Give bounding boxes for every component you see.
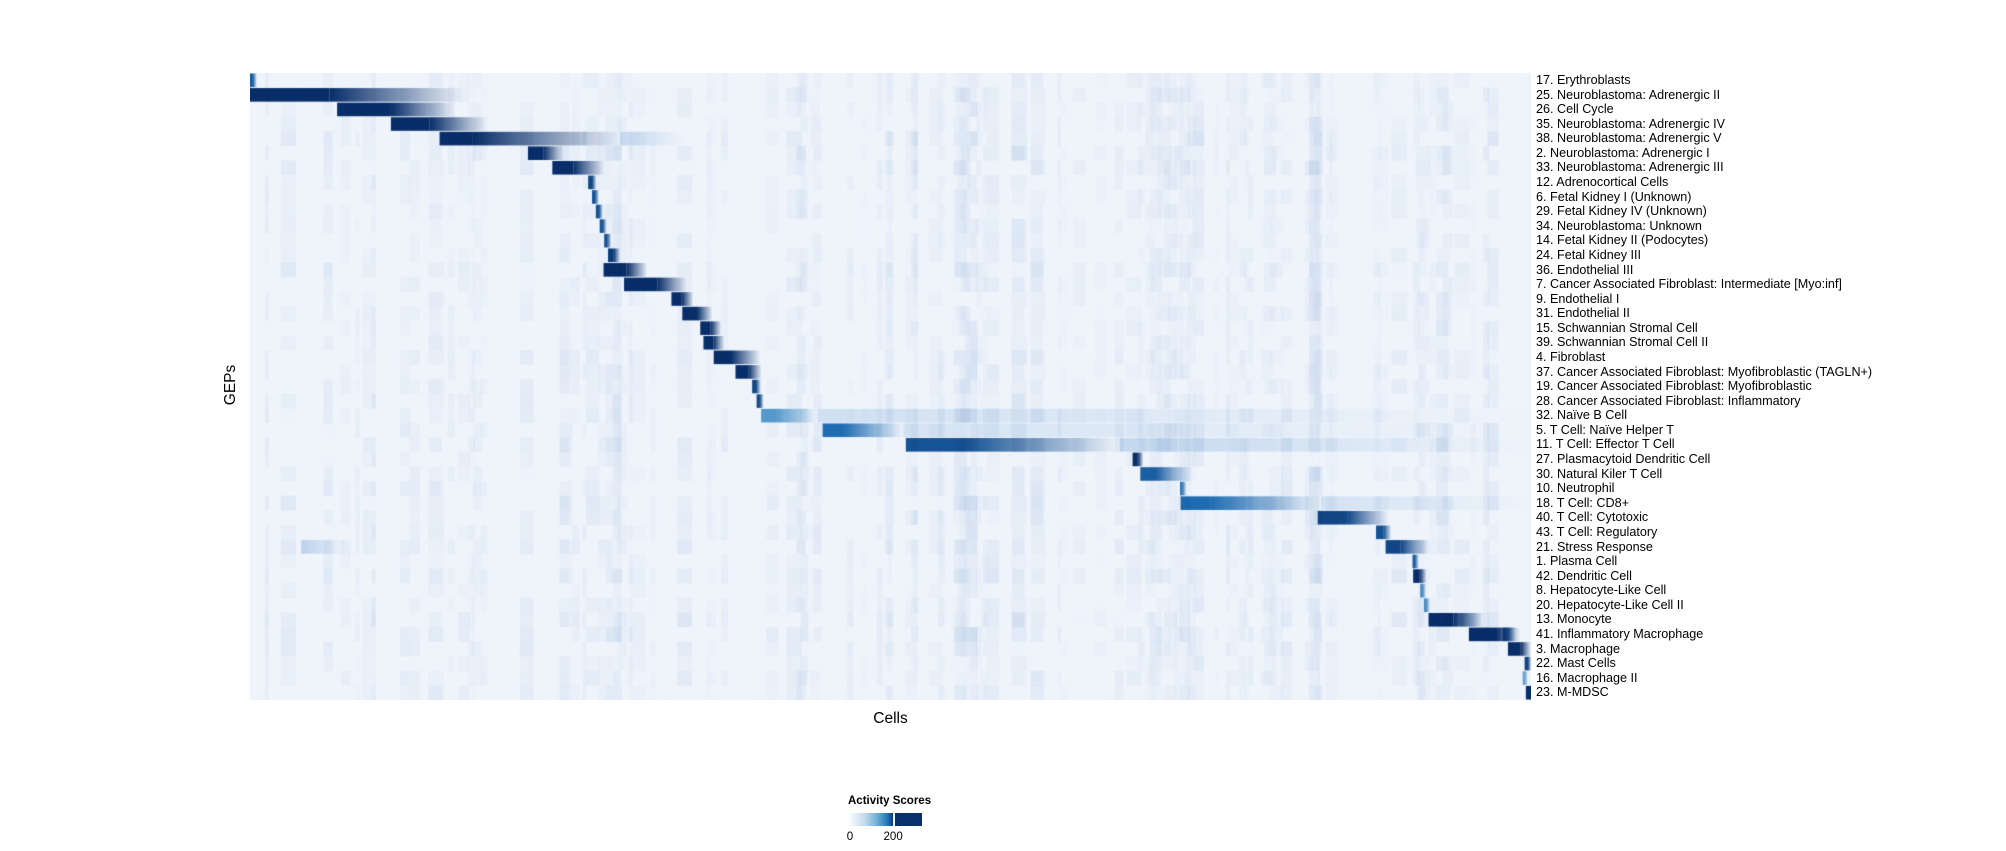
gep-row-label: 18. T Cell: CD8+ xyxy=(1536,495,1629,510)
gep-row-label: 13. Monocyte xyxy=(1536,612,1612,627)
y-axis-label: GEPs xyxy=(222,364,239,406)
gep-row-label: 14. Fetal Kidney II (Podocytes) xyxy=(1536,233,1709,248)
gep-row-label: 42. Dendritic Cell xyxy=(1536,568,1632,583)
colorbar-label-0: 0 xyxy=(846,831,854,843)
colorbar-label-200: 200 xyxy=(883,831,903,843)
gep-row-label: 10. Neutrophil xyxy=(1536,481,1615,496)
gep-row-label: 3. Macrophage xyxy=(1536,641,1621,656)
gep-row-label: 17. Erythroblasts xyxy=(1536,73,1631,87)
heatmap-canvas xyxy=(250,73,1531,700)
gep-row-labels: 17. Erythroblasts 25. Neuroblastoma: Adre… xyxy=(1536,73,2006,700)
gep-row-label: 30. Natural Kiler T Cell xyxy=(1536,466,1663,481)
gep-row-label: 8. Hepatocyte-Like Cell xyxy=(1536,583,1667,598)
gep-row-label: 34. Neuroblastoma: Unknown xyxy=(1536,218,1702,233)
gep-row-label: 26. Cell Cycle xyxy=(1536,102,1614,117)
gep-row-label: 4. Fibroblast xyxy=(1536,349,1606,364)
gep-row-label: 27. Plasmacytoid Dendritic Cell xyxy=(1536,452,1711,467)
gep-row-label: 32. Naïve B Cell xyxy=(1536,408,1627,423)
gep-row-label: 23. M-MDSC xyxy=(1536,685,1609,700)
x-axis-label: Cells xyxy=(873,710,908,727)
gep-row-label: 9. Endothelial I xyxy=(1536,291,1620,306)
gep-row-label: 7. Cancer Associated Fibroblast: Interme… xyxy=(1536,277,1842,292)
gep-row-label: 33. Neuroblastoma: Adrenergic III xyxy=(1536,160,1724,175)
gep-row-label: 25. Neuroblastoma: Adrenergic II xyxy=(1536,87,1721,102)
gep-row-label: 15. Schwannian Stromal Cell xyxy=(1536,320,1698,335)
gep-row-label: 12. Adrenocortical Cells xyxy=(1536,175,1669,190)
gep-row-label: 31. Endothelial II xyxy=(1536,306,1630,321)
gep-row-label: 5. T Cell: Naïve Helper T xyxy=(1536,422,1674,437)
gep-row-label: 38. Neuroblastoma: Adrenergic V xyxy=(1536,131,1722,146)
colorbar-tick-labels: 0 200 xyxy=(846,831,922,847)
gep-row-label: 36. Endothelial III xyxy=(1536,262,1634,277)
gep-row-label: 40. T Cell: Cytotoxic xyxy=(1536,510,1649,525)
gep-row-label: 1. Plasma Cell xyxy=(1536,554,1618,569)
gep-row-label: 16. Macrophage II xyxy=(1536,670,1638,685)
gep-row-label: 28. Cancer Associated Fibroblast: Inflam… xyxy=(1536,393,1801,408)
gep-row-label: 37. Cancer Associated Fibroblast: Myofib… xyxy=(1536,364,1873,379)
gep-row-label: 6. Fetal Kidney I (Unknown) xyxy=(1536,189,1692,204)
gep-row-label: 19. Cancer Associated Fibroblast: Myofib… xyxy=(1536,379,1812,394)
colorbar-gradient xyxy=(848,813,922,826)
gep-row-label: 2. Neuroblastoma: Adrenergic I xyxy=(1536,145,1710,160)
gep-row-label: 35. Neuroblastoma: Adrenergic IV xyxy=(1536,116,1726,131)
gep-row-label: 41. Inflammatory Macrophage xyxy=(1536,626,1704,641)
gep-row-label: 20. Hepatocyte-Like Cell II xyxy=(1536,597,1684,612)
gep-row-label: 43. T Cell: Regulatory xyxy=(1536,524,1658,539)
colorbar-legend: Activity Scores 0 200 xyxy=(846,795,988,847)
gep-row-label: 11. T Cell: Effector T Cell xyxy=(1536,437,1675,452)
gep-row-label: 22. Mast Cells xyxy=(1536,656,1616,671)
gep-row-label: 39. Schwannian Stromal Cell II xyxy=(1536,335,1709,350)
gep-row-label: 29. Fetal Kidney IV (Unknown) xyxy=(1536,204,1707,219)
colorbar-tick-200 xyxy=(893,813,896,826)
gep-row-label: 24. Fetal Kidney III xyxy=(1536,247,1642,262)
legend-title: Activity Scores xyxy=(848,795,932,807)
gep-row-label: 21. Stress Response xyxy=(1536,539,1653,554)
